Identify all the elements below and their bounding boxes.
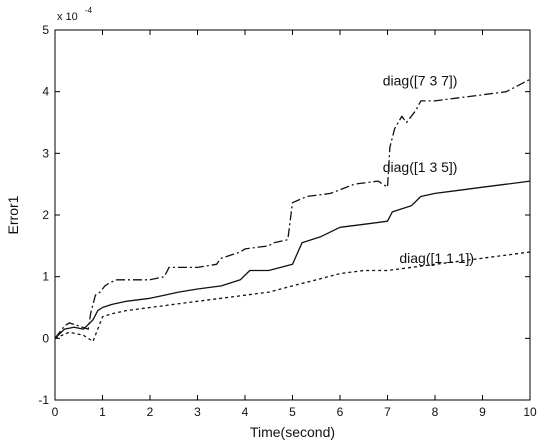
y-tick-label: 0 (42, 331, 49, 345)
series-line-1 (54, 180, 531, 339)
x-tick-label: 1 (99, 405, 106, 419)
series-lines (54, 78, 531, 343)
y-tick-label: 5 (42, 23, 49, 37)
x-axis-label: Time(second) (250, 424, 335, 440)
x-tick-label: 3 (194, 405, 201, 419)
y-multiplier-exponent: -4 (85, 6, 93, 15)
x-tick-label: 8 (432, 405, 439, 419)
series-line-2 (54, 251, 531, 343)
y-axis-label: Error1 (5, 195, 21, 234)
x-tick-label: 0 (52, 405, 59, 419)
series-annotation-1: diag([1 3 5]) (383, 159, 458, 175)
x-tick-label: 9 (479, 405, 486, 419)
tick-marks (54, 29, 531, 401)
axes-box (54, 29, 531, 401)
x-tick-label: 5 (289, 405, 296, 419)
series-labels: diag([7 3 7]) diag([1 3 5]) diag([1 1 1]) (383, 73, 474, 267)
x-tick-label: 2 (147, 405, 154, 419)
y-tick-label: 2 (42, 208, 49, 222)
x-tick-label: 7 (384, 405, 391, 419)
series-annotation-0: diag([7 3 7]) (383, 73, 458, 89)
x-tick-label: 4 (242, 405, 249, 419)
y-tick-label: 4 (42, 85, 49, 99)
y-tick-label: -1 (38, 393, 49, 407)
y-tick-label: 3 (42, 146, 49, 160)
x-tick-label: 10 (523, 405, 537, 419)
series-line-0 (54, 78, 531, 339)
x-tick-label: 6 (337, 405, 344, 419)
series-annotation-2: diag([1 1 1]) (399, 250, 474, 266)
y-tick-label: 1 (42, 270, 49, 284)
y-multiplier-label: x 10 (57, 11, 78, 23)
